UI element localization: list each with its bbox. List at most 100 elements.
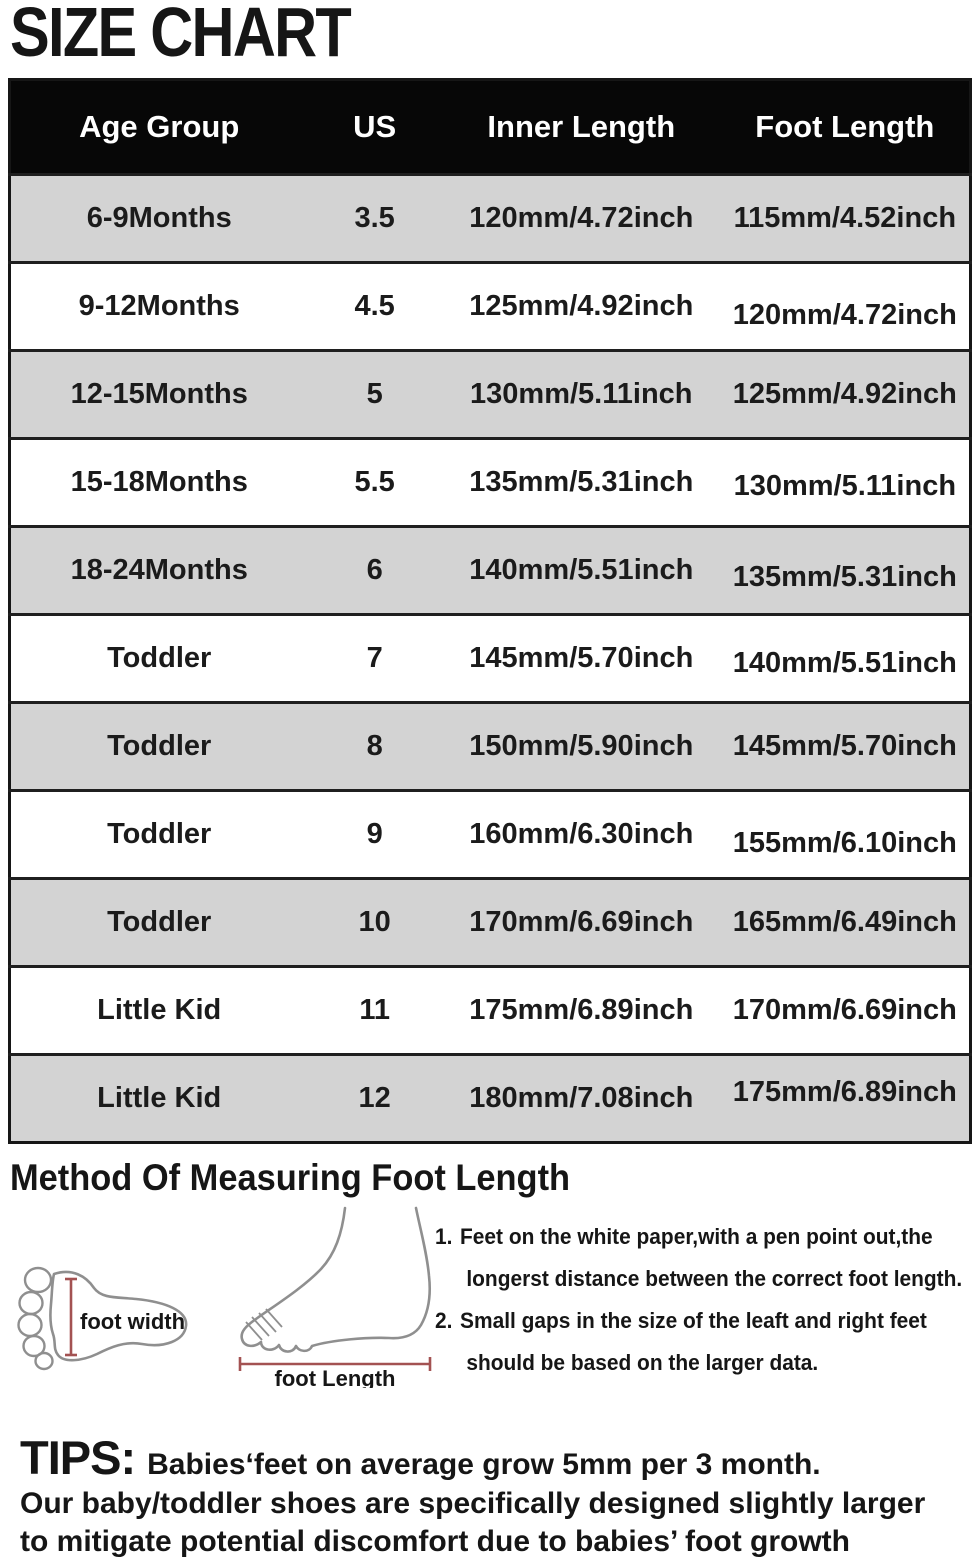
table-cell: 160mm/6.30inch — [441, 789, 721, 879]
table-cell: 7 — [307, 613, 442, 703]
table-cell: 18-24Months — [9, 525, 308, 615]
table-row: Little Kid 12 180mm/7.08inch 175mm/6.89inch — [9, 1053, 971, 1143]
table-cell: 6-9Months — [9, 173, 308, 263]
table-row: Toddler 9 160mm/6.30inch 155mm/6.10inch — [9, 789, 971, 879]
instruction-number: 1. — [435, 1224, 453, 1249]
cell-text: 6 — [366, 554, 383, 586]
cell-text: 15-18Months — [70, 466, 248, 498]
cell-text: 175mm/6.89inch — [732, 1076, 957, 1108]
cell-text: Little Kid — [97, 994, 222, 1026]
header-cell-foot-length: Foot Length — [720, 79, 971, 175]
table-cell: 12 — [307, 1053, 442, 1143]
table-row: Toddler 8 150mm/5.90inch 145mm/5.70inch — [9, 701, 971, 791]
cell-text: 120mm/4.72inch — [732, 299, 957, 331]
instruction-line: 2. Small gaps in the size of the leaft an… — [435, 1300, 953, 1342]
table-cell: 130mm/5.11inch — [720, 437, 971, 527]
table-cell: 15-18Months — [9, 437, 308, 527]
cell-text: 6-9Months — [86, 202, 232, 234]
cell-text: 125mm/4.92inch — [469, 290, 694, 322]
table-cell: Little Kid — [9, 965, 308, 1055]
cell-text: 10 — [358, 906, 391, 938]
tips-text: to mitigate potential discomfort due to … — [20, 1525, 850, 1558]
cell-text: 135mm/5.31inch — [732, 561, 957, 593]
table-header-row: Age Group US Inner Length Foot Length — [9, 79, 971, 175]
table-cell: 120mm/4.72inch — [441, 173, 721, 263]
cell-text: 12 — [358, 1082, 391, 1114]
table-cell: 135mm/5.31inch — [441, 437, 721, 527]
size-table: Age Group US Inner Length Foot Length 6-… — [8, 78, 972, 1144]
foot-length-label: foot Length — [275, 1366, 396, 1388]
cell-text: 165mm/6.49inch — [732, 906, 957, 938]
method-heading: Method Of Measuring Foot Length — [10, 1157, 571, 1198]
foot-outline — [240, 1206, 432, 1353]
toe-hatch-line — [258, 1312, 277, 1333]
foot-outline — [49, 1270, 188, 1362]
table-cell: 145mm/5.70inch — [441, 613, 721, 703]
cell-text: 130mm/5.11inch — [733, 470, 957, 502]
tips-section: TIPS: Babies‘feet on average grow 5mm per… — [20, 1430, 980, 1561]
cell-text: 4.5 — [354, 290, 395, 322]
table-row: Toddler 7 145mm/5.70inch 140mm/5.51inch — [9, 613, 971, 703]
cell-text: 160mm/6.30inch — [469, 818, 694, 850]
table-cell: 11 — [307, 965, 442, 1055]
foot-width-label: foot width — [80, 1309, 185, 1334]
table-cell: 140mm/5.51inch — [720, 613, 971, 703]
cell-text: 7 — [366, 642, 383, 674]
table-cell: 135mm/5.31inch — [720, 525, 971, 615]
cell-text: 170mm/6.69inch — [469, 906, 694, 938]
cell-text: 12-15Months — [70, 378, 248, 410]
table-cell: 175mm/6.89inch — [720, 1053, 971, 1143]
instruction-number: 2. — [435, 1308, 453, 1333]
table-row: 15-18Months 5.5 135mm/5.31inch 130mm/5.11in… — [9, 437, 971, 527]
cell-text: 18-24Months — [70, 554, 248, 586]
table-cell: Toddler — [9, 877, 308, 967]
measuring-section: foot width foot Length 1. Feet on the whi… — [0, 1202, 980, 1420]
table-cell: 5.5 — [307, 437, 442, 527]
cell-text: Little Kid — [97, 1082, 222, 1114]
toe-hatch-line — [251, 1316, 270, 1337]
toe-circle — [17, 1312, 43, 1338]
table-row: 18-24Months 6 140mm/5.51inch 135mm/5.31inch — [9, 525, 971, 615]
foot-illustrations: foot width foot Length — [0, 1202, 435, 1420]
cell-text: Toddler — [107, 818, 212, 850]
cell-text: 5.5 — [354, 466, 395, 498]
toe-hatch-line — [265, 1308, 283, 1328]
table-cell: 125mm/4.92inch — [720, 349, 971, 439]
foot-sideview-illustration: foot Length — [238, 1206, 432, 1388]
header-cell-inner-length: Inner Length — [441, 79, 721, 175]
table-cell: Toddler — [9, 789, 308, 879]
table-cell: 145mm/5.70inch — [720, 701, 971, 791]
tips-first-line: TIPS: Babies‘feet on average grow 5mm per… — [20, 1430, 980, 1485]
table-cell: 9-12Months — [9, 261, 308, 351]
cell-text: Toddler — [107, 730, 212, 762]
table-row: Little Kid 11 175mm/6.89inch 170mm/6.69inch — [9, 965, 971, 1055]
table-cell: 175mm/6.89inch — [441, 965, 721, 1055]
table-cell: 5 — [307, 349, 442, 439]
cell-text: 155mm/6.10inch — [732, 827, 957, 859]
tips-text: Babies‘feet on average grow 5mm per 3 mo… — [147, 1448, 821, 1481]
table-cell: 165mm/6.49inch — [720, 877, 971, 967]
table-row: 6-9Months 3.5 120mm/4.72inch 115mm/4.52inch — [9, 173, 971, 263]
cell-text: Toddler — [107, 906, 212, 938]
cell-text: 145mm/5.70inch — [469, 642, 694, 674]
instruction-text: should be based on the larger data. — [466, 1350, 819, 1375]
cell-text: 3.5 — [354, 202, 395, 234]
cell-text: 115mm/4.52inch — [733, 202, 957, 234]
cell-text: 125mm/4.92inch — [732, 378, 957, 410]
table-cell: 4.5 — [307, 261, 442, 351]
table-cell: 8 — [307, 701, 442, 791]
table-cell: 10 — [307, 877, 442, 967]
table-cell: 150mm/5.90inch — [441, 701, 721, 791]
table-row: Toddler 10 170mm/6.69inch 165mm/6.49inch — [9, 877, 971, 967]
cell-text: 145mm/5.70inch — [732, 730, 957, 762]
foot-topview-illustration: foot width — [17, 1266, 188, 1371]
table-cell: Toddler — [9, 613, 308, 703]
instruction-text: Small gaps in the size of the leaft and … — [460, 1308, 927, 1333]
table-cell: 180mm/7.08inch — [441, 1053, 721, 1143]
cell-text: 175mm/6.89inch — [469, 994, 694, 1026]
cell-text: 11 — [359, 994, 390, 1026]
table-cell: 9 — [307, 789, 442, 879]
cell-text: 140mm/5.51inch — [732, 647, 957, 679]
toe-circle — [18, 1290, 44, 1316]
cell-text: Toddler — [107, 642, 212, 674]
